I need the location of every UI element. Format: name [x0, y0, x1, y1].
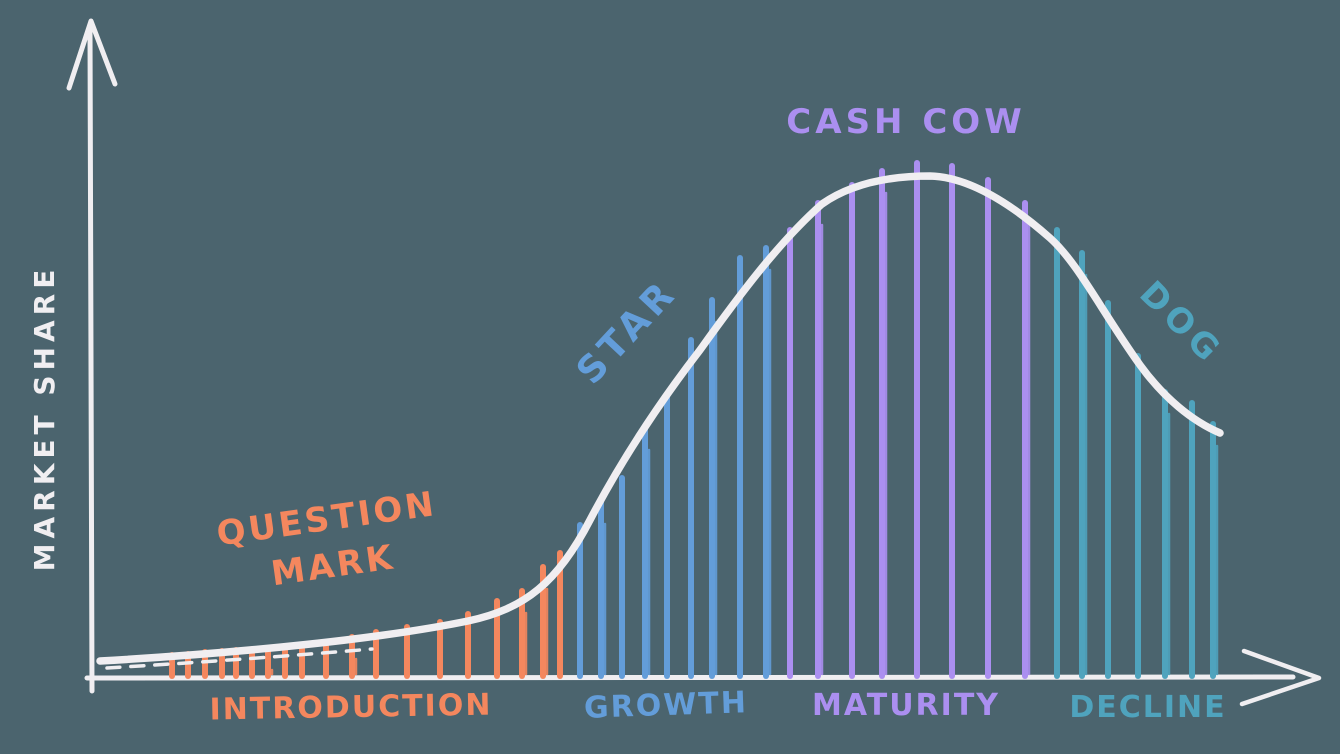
- bcg-label-cash-cow: CASH COW: [786, 102, 1026, 142]
- hatch-group-1: [577, 245, 772, 679]
- phase-label-decline: DECLINE: [1069, 690, 1227, 725]
- y-axis-label: MARKET SHARE: [28, 264, 61, 572]
- phase-label-maturity: MATURITY: [811, 688, 1001, 723]
- lifecycle-curve: [96, 172, 1224, 665]
- y-axis-arrowhead-icon: [66, 18, 118, 91]
- phase-label-introduction: INTRODUCTION: [209, 687, 493, 728]
- x-axis-arrowhead-icon: [1239, 648, 1322, 707]
- hatch-group-2: [787, 160, 1031, 679]
- lifecycle-curve-sketch-dashes: [105, 647, 374, 670]
- y-axis-line: [87, 27, 95, 694]
- hatch-group-3: [1054, 227, 1219, 679]
- hatch-layer: [169, 160, 1219, 679]
